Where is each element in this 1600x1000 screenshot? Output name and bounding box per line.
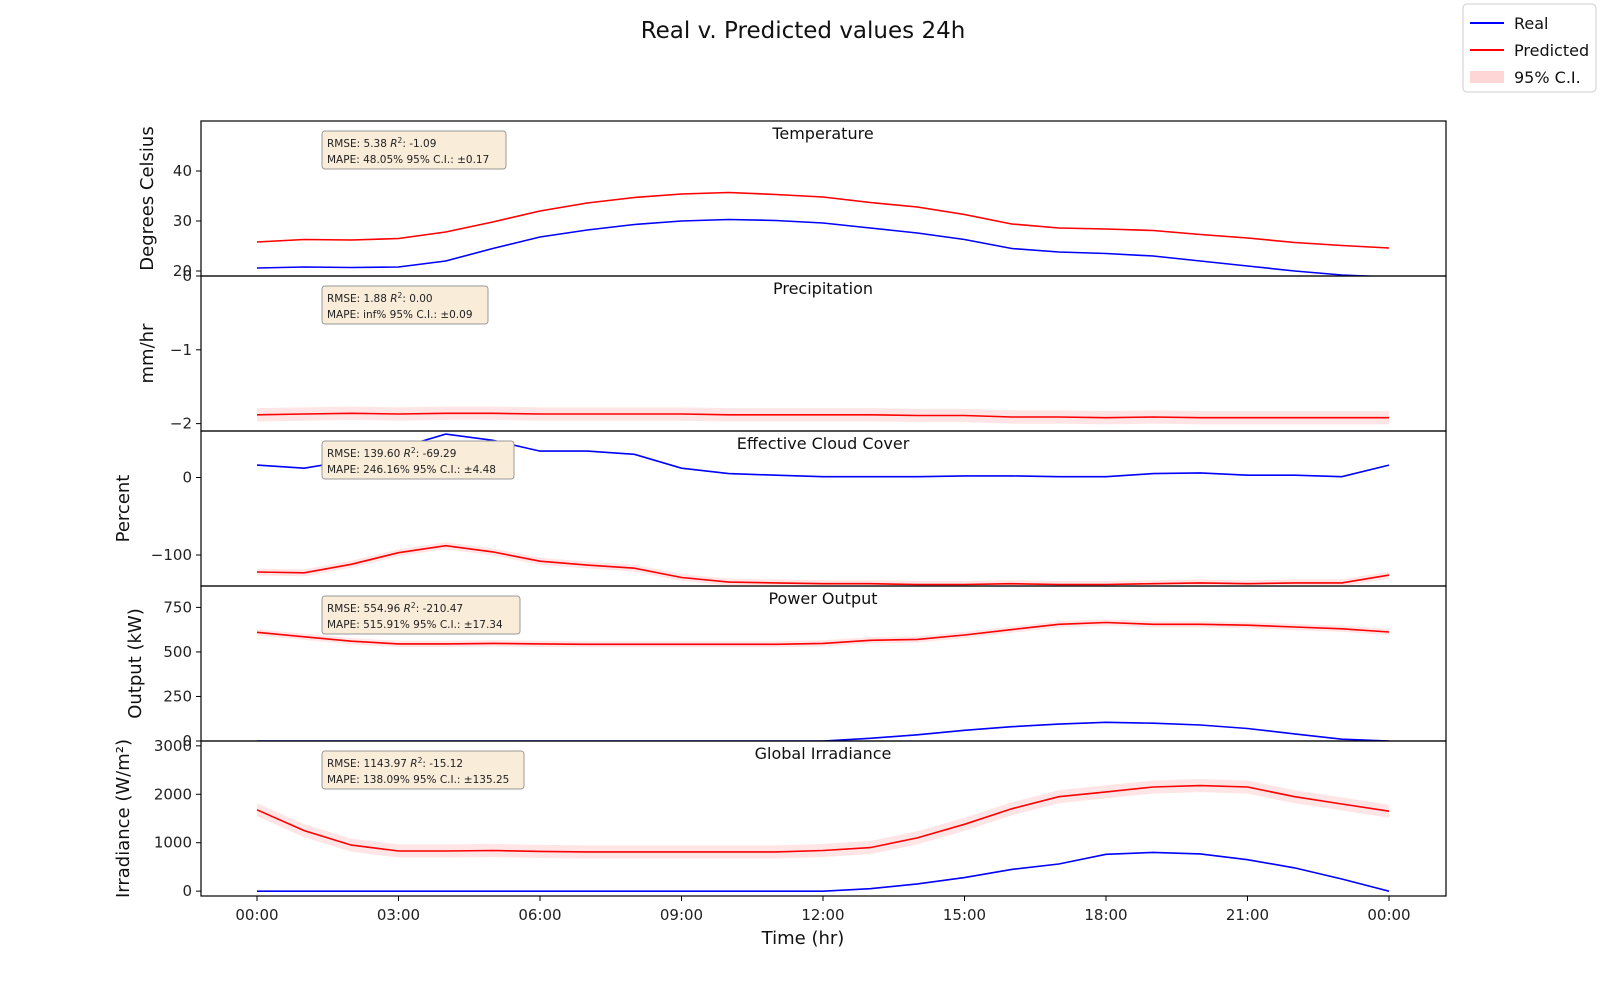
ci-band: [257, 779, 1389, 859]
subplot-data: [256, 619, 1390, 741]
subplot-data: [256, 779, 1390, 893]
stats-line-1: RMSE: 139.60 R2: -69.29: [327, 446, 456, 461]
shared-x-axis: 00:00 03:00 06:00 09:00 12:00 15:00 18:00 21:00…: [235, 896, 1411, 924]
y-tick-label: 3000: [154, 737, 192, 755]
x-axis-label: Time (hr): [761, 928, 845, 949]
y-tick-label: 30: [173, 212, 192, 230]
x-tick-label: 03:00: [377, 906, 420, 924]
x-tick-label: 09:00: [660, 906, 703, 924]
y-tick-label: −100: [151, 546, 192, 564]
stats-line-1: RMSE: 1.88 R2: 0.00: [327, 291, 433, 306]
predicted-series-line: [256, 191, 1390, 249]
y-tick-label: 0: [182, 469, 192, 487]
y-tick-label: 2000: [154, 785, 192, 803]
subplot-y-axis-label: Output (kW): [125, 608, 146, 719]
real-series-line: [257, 851, 1390, 893]
x-tick-label: 12:00: [801, 906, 844, 924]
subplot-title: Temperature: [771, 124, 873, 143]
stats-line-2: MAPE: 138.09% 95% C.I.: ±135.25: [327, 774, 509, 786]
x-tick-label: 15:00: [943, 906, 986, 924]
y-tick-label: 500: [163, 643, 192, 661]
legend-frame: [1462, 3, 1597, 93]
y-tick-label: 0: [182, 732, 192, 750]
subplot-power-output: 0 250 500 750 Power Output Output (kW) RMSE: 5…: [125, 585, 1447, 750]
x-tick-label: 18:00: [1084, 906, 1127, 924]
subplot-title: Effective Cloud Cover: [737, 434, 910, 453]
y-tick-label: 20: [173, 262, 192, 280]
x-tick-label: 00:00: [1367, 906, 1410, 924]
subplot-data: [256, 191, 1390, 276]
stats-line-1: RMSE: 1143.97 R2: -15.12: [327, 756, 463, 771]
real-series-line: [256, 218, 1385, 276]
stats-line-2: MAPE: 48.05% 95% C.I.: ±0.17: [327, 154, 489, 166]
stats-line-1: RMSE: 554.96 R2: -210.47: [327, 601, 463, 616]
stats-line-2: MAPE: 515.91% 95% C.I.: ±17.34: [327, 619, 503, 631]
subplot-temperature: 20 30 40 Temperature Degrees Celsius RMSE: 5.…: [137, 120, 1447, 280]
ci-band: [257, 619, 1389, 648]
legend-label: Predicted: [1514, 41, 1589, 60]
subplot-y-axis-label: Degrees Celsius: [137, 126, 158, 270]
y-tick-label: −1: [170, 341, 192, 359]
y-tick-label: 0: [182, 882, 192, 900]
subplot-global-irradiance: 0 1000 2000 3000 Global Irradiance Irradiance…: [113, 737, 1447, 900]
x-tick-label: 00:00: [235, 906, 278, 924]
subplot-title: Power Output: [768, 589, 877, 608]
legend-label: Real: [1514, 14, 1549, 33]
stats-line-2: MAPE: inf% 95% C.I.: ±0.09: [327, 309, 473, 321]
predicted-series-line: [256, 784, 1390, 853]
subplot-precipitation: 0 −1 −2 Precipitation mm/hr RMSE: 1.88 R2: 0.…: [137, 267, 1447, 433]
legend-label: 95% C.I.: [1514, 68, 1581, 87]
stats-line-1: RMSE: 5.38 R2: -1.09: [327, 136, 436, 151]
stats-line-2: MAPE: 246.16% 95% C.I.: ±4.48: [327, 464, 496, 476]
y-tick-label: 1000: [154, 834, 192, 852]
stats-box: [321, 595, 521, 635]
subplot-data: [256, 406, 1389, 425]
stats-box: [321, 440, 515, 480]
real-series-line: [256, 433, 1390, 478]
predicted-series-line: [256, 544, 1390, 586]
subplot-y-axis-label: Irradiance (W/m²): [113, 739, 134, 898]
stats-box: [321, 285, 489, 325]
figure-title: Real v. Predicted values 24h: [641, 18, 966, 44]
predicted-series-line: [256, 621, 1390, 646]
real-series-line: [257, 721, 1390, 741]
predicted-series-line: [256, 412, 1389, 419]
x-tick-label: 21:00: [1226, 906, 1269, 924]
y-tick-label: 40: [173, 162, 192, 180]
stats-box: [321, 130, 507, 170]
subplot-y-axis-label: mm/hr: [137, 323, 158, 384]
y-tick-label: 250: [163, 687, 192, 705]
x-tick-label: 06:00: [518, 906, 561, 924]
subplot-title: Global Irradiance: [755, 744, 892, 763]
y-tick-label: 0: [182, 267, 192, 285]
y-tick-label: 750: [163, 598, 192, 616]
ci-band: [257, 542, 1389, 586]
legend: Real Predicted 95% C.I.: [1462, 3, 1597, 93]
subplot-y-axis-label: Percent: [113, 475, 134, 543]
y-tick-label: −2: [170, 415, 192, 433]
subplot-title: Precipitation: [773, 279, 873, 298]
legend-patch-swatch: [1470, 71, 1504, 83]
subplot-panels: 20 30 40 Temperature Degrees Celsius RMSE: 5.…: [113, 120, 1447, 900]
subplot-effective-cloud-cover: 0 −100 Effective Cloud Cover Percent RMSE: 1…: [113, 430, 1447, 587]
subplot-data: [256, 433, 1390, 586]
stats-box: [321, 750, 525, 790]
